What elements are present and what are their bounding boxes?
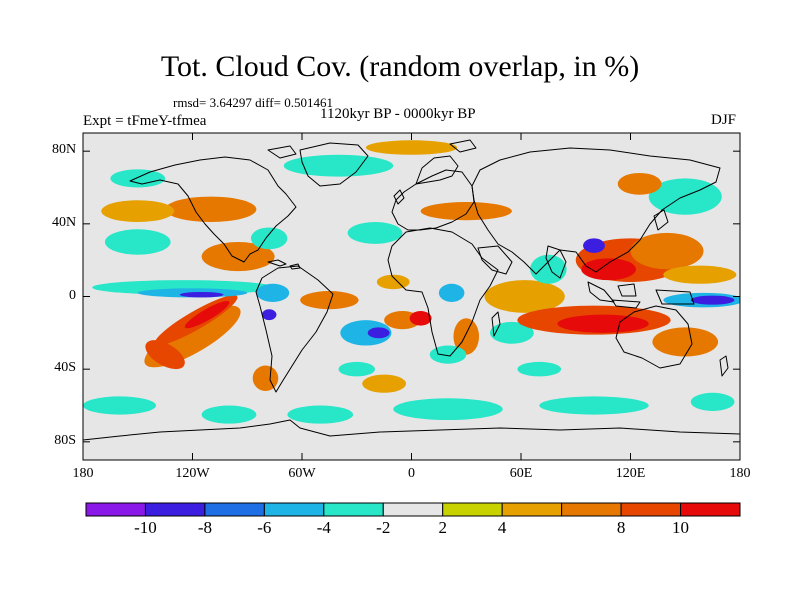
colorbar-tick-label: -10: [134, 518, 157, 537]
anomaly-region: [420, 202, 512, 221]
anomaly-region: [179, 291, 224, 298]
anomaly-region: [362, 374, 407, 393]
colorbar-swatch: [323, 502, 384, 517]
anomaly-region: [617, 172, 662, 195]
colorbar-swatch: [442, 502, 503, 517]
anomaly-region: [393, 398, 503, 421]
lat-tick-label: 40S: [54, 360, 76, 376]
colorbar-tick-label: 2: [438, 518, 447, 537]
colorbar-swatch: [144, 502, 206, 517]
lon-tick-label: 120W: [175, 466, 210, 481]
colorbar-swatch: [620, 502, 682, 517]
anomaly-region: [250, 227, 288, 250]
colorbar-swatch: [382, 502, 444, 517]
colorbar-swatch: [561, 502, 622, 517]
colorbar-swatch: [680, 502, 741, 517]
colorbar-swatch: [263, 502, 325, 517]
colorbar-swatch: [501, 502, 563, 517]
lon-tick-label: 0: [408, 466, 415, 481]
colorbar-tick-label: 8: [616, 518, 626, 537]
anomaly-region: [581, 258, 636, 281]
anomaly-region: [539, 396, 649, 415]
anomaly-region: [484, 280, 565, 313]
anomaly-region: [690, 295, 735, 305]
figure-title: Tot. Cloud Cov. (random overlap, in %): [160, 50, 640, 83]
lon-tick-label: 120E: [615, 466, 646, 481]
colorbar-tick-label: -8: [197, 518, 212, 537]
anomaly-region: [184, 301, 230, 329]
lon-tick-label: 180: [72, 466, 94, 481]
lon-tick-label: 60E: [509, 466, 533, 481]
anomaly-region: [438, 283, 465, 302]
anomaly-region: [101, 200, 175, 223]
anomaly-region: [145, 340, 185, 370]
lat-tick-label: 80S: [54, 432, 76, 448]
anomaly-region: [630, 232, 704, 270]
anomaly-region: [261, 309, 277, 321]
anomaly-region: [367, 327, 390, 339]
coastlines: [83, 139, 740, 441]
anomaly-region: [409, 311, 432, 326]
colorbar-tick-label: -6: [257, 518, 272, 537]
colorbar-swatch: [204, 502, 265, 517]
anomaly-region: [300, 291, 359, 310]
anomaly-region: [110, 169, 166, 188]
anomaly-region: [648, 178, 722, 215]
colorbar-tick-label: 4: [497, 518, 507, 537]
lon-tick-label: 180: [729, 466, 751, 481]
colorbar-tick-label: -4: [316, 518, 331, 537]
anomaly-region: [201, 405, 257, 424]
anomaly-region: [104, 229, 171, 255]
anomaly-region: [429, 345, 467, 364]
stats-line: rmsd= 3.64297 diff= 0.501461: [173, 95, 333, 110]
colorbar-swatch: [85, 502, 146, 517]
anomaly-region: [583, 238, 605, 253]
anomaly-region: [690, 392, 735, 411]
experiment-label: Expt = tFmeY-tfmea: [83, 113, 207, 129]
colorbar-tick-label: 10: [672, 518, 690, 537]
period-label: 1120kyr BP - 0000kyr BP: [320, 106, 476, 122]
anomaly-region: [201, 242, 275, 272]
colorbar-tick-label: -2: [376, 518, 391, 537]
anomaly-region: [652, 327, 719, 357]
anomaly-region: [453, 318, 480, 355]
anomaly-region: [287, 405, 354, 424]
lat-tick-label: 80N: [52, 142, 77, 158]
lat-tick-label: 40N: [52, 214, 77, 230]
anomaly-region: [365, 140, 458, 155]
axis-ticks: [82, 133, 741, 460]
anomaly-region: [489, 321, 534, 344]
anomaly-region: [338, 361, 375, 377]
anomaly-region: [663, 265, 737, 284]
lat-tick-label: 0: [69, 287, 76, 303]
anomaly-region: [283, 154, 394, 177]
anomaly-region: [557, 314, 649, 333]
season-label: DJF: [711, 112, 737, 128]
anomaly-region: [340, 320, 392, 346]
anomaly-region: [517, 361, 562, 377]
anomaly-region: [83, 396, 156, 415]
lon-tick-label: 60W: [288, 466, 316, 481]
anomaly-region: [256, 283, 290, 302]
anomaly-region: [165, 196, 257, 223]
anomaly-region: [347, 222, 403, 244]
